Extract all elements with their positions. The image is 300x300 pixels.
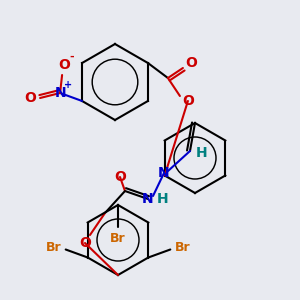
Text: N: N: [158, 166, 170, 180]
Text: +: +: [64, 80, 72, 90]
Text: N: N: [54, 86, 66, 100]
Text: H: H: [196, 146, 208, 160]
Text: -: -: [70, 52, 74, 62]
Text: O: O: [185, 56, 197, 70]
Text: O: O: [58, 58, 70, 72]
Text: H: H: [157, 192, 169, 206]
Text: Br: Br: [110, 232, 126, 245]
Text: O: O: [182, 94, 194, 108]
Text: O: O: [24, 91, 36, 105]
Text: Br: Br: [175, 241, 190, 254]
Text: O: O: [114, 170, 126, 184]
Text: N: N: [142, 192, 154, 206]
Text: Br: Br: [46, 241, 62, 254]
Text: O: O: [79, 236, 91, 250]
